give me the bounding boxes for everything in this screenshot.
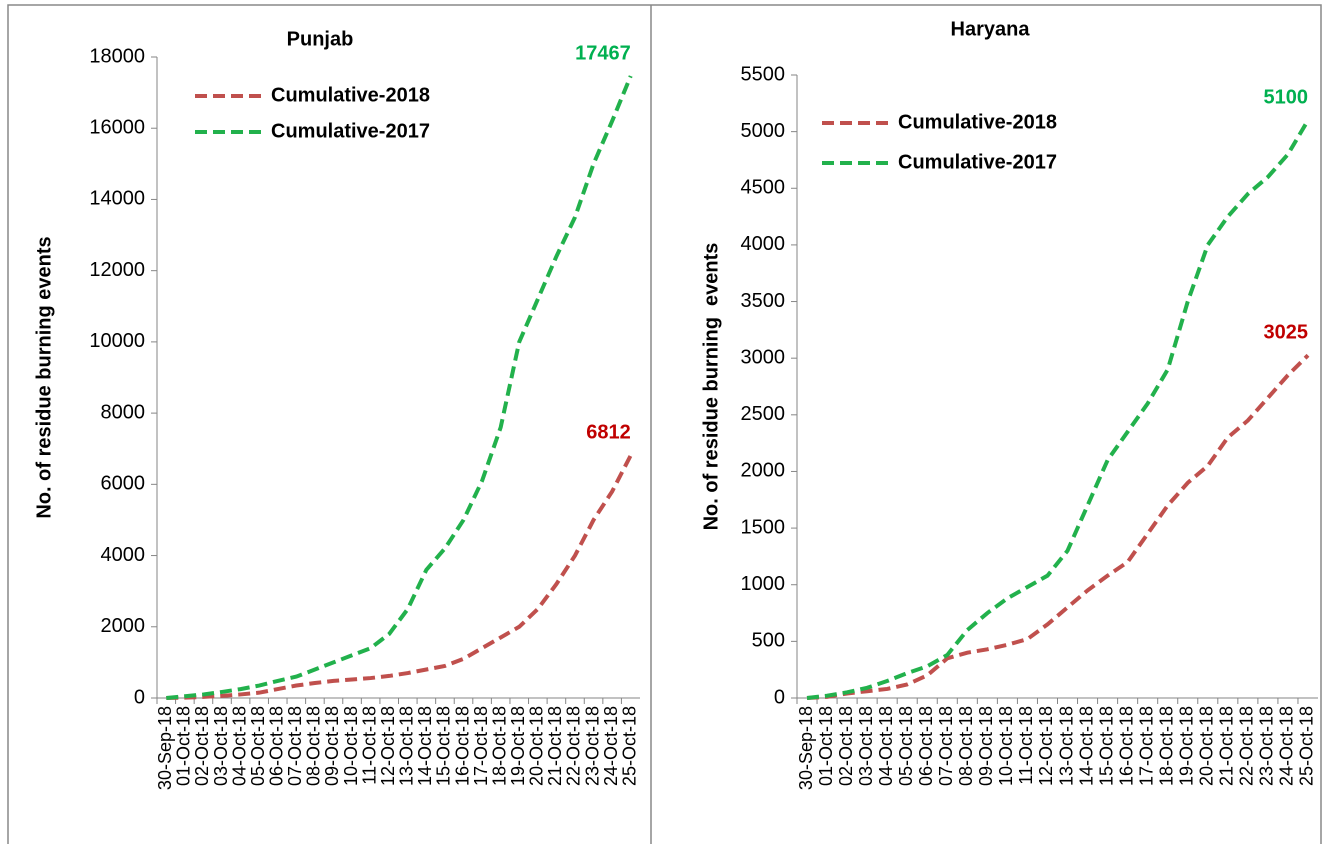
- x-tick-label: 07-Oct-18: [936, 706, 956, 786]
- y-tick-label: 0: [774, 686, 785, 708]
- x-tick-label: 15-Oct-18: [434, 706, 454, 786]
- legend-text: Cumulative-2017: [271, 120, 430, 142]
- end-label: 5100: [1263, 87, 1308, 109]
- x-tick-label: 11-Oct-18: [1016, 706, 1036, 785]
- x-tick-label: 22-Oct-18: [1237, 706, 1257, 786]
- y-tick-label: 1000: [741, 573, 786, 595]
- x-tick-label: 15-Oct-18: [1096, 706, 1116, 786]
- x-tick-label: 11-Oct-18: [359, 706, 379, 785]
- x-tick-label: 05-Oct-18: [248, 706, 268, 786]
- x-tick-label: 09-Oct-18: [976, 706, 996, 786]
- y-tick-label: 16000: [89, 117, 145, 139]
- x-tick-label: 17-Oct-18: [1136, 706, 1156, 786]
- x-tick-label: 14-Oct-18: [415, 706, 435, 786]
- series-line: [166, 454, 633, 700]
- x-tick-label: 24-Oct-18: [1277, 706, 1297, 786]
- legend-text: Cumulative-2018: [898, 111, 1057, 133]
- x-tick-label: 16-Oct-18: [452, 706, 472, 786]
- y-tick-label: 12000: [89, 259, 145, 281]
- x-tick-label: 20-Oct-18: [527, 706, 547, 786]
- x-tick-label: 02-Oct-18: [192, 706, 212, 786]
- x-tick-label: 24-Oct-18: [601, 706, 621, 786]
- x-tick-label: 19-Oct-18: [508, 706, 528, 786]
- series-line: [806, 353, 1310, 700]
- y-tick-label: 3000: [741, 346, 786, 368]
- x-tick-label: 19-Oct-18: [1177, 706, 1197, 786]
- x-tick-label: 23-Oct-18: [582, 706, 602, 786]
- x-tick-label: 06-Oct-18: [267, 706, 287, 786]
- legend-text: Cumulative-2017: [898, 151, 1057, 173]
- end-label: 6812: [586, 422, 631, 444]
- frame: [7, 4, 1322, 844]
- x-tick-label: 23-Oct-18: [1257, 706, 1277, 786]
- y-tick-label: 500: [752, 630, 785, 652]
- x-tick-label: 13-Oct-18: [1056, 706, 1076, 786]
- x-tick-label: 02-Oct-18: [836, 706, 856, 786]
- x-tick-label: 04-Oct-18: [876, 706, 896, 786]
- y-tick-label: 6000: [101, 473, 146, 495]
- y-tick-label: 0: [134, 686, 145, 708]
- series-line: [166, 75, 633, 700]
- x-tick-label: 09-Oct-18: [322, 706, 342, 786]
- y-tick-label: 2000: [101, 615, 146, 637]
- x-tick-label: 04-Oct-18: [229, 706, 249, 786]
- y-tick-label: 14000: [89, 188, 145, 210]
- x-tick-label: 14-Oct-18: [1076, 706, 1096, 786]
- series-line: [806, 119, 1310, 700]
- x-tick-label: 03-Oct-18: [211, 706, 231, 786]
- x-tick-label: 12-Oct-18: [378, 706, 398, 786]
- x-tick-label: 18-Oct-18: [1156, 706, 1176, 786]
- x-tick-label: 30-Sep-18: [796, 706, 816, 790]
- x-tick-label: 07-Oct-18: [285, 706, 305, 786]
- chart-title: Haryana: [951, 18, 1031, 40]
- x-tick-label: 01-Oct-18: [174, 706, 194, 786]
- y-axis-title: No. of residue burning events: [700, 243, 722, 531]
- chart-title: Punjab: [287, 28, 354, 50]
- x-tick-label: 01-Oct-18: [816, 706, 836, 786]
- x-tick-label: 22-Oct-18: [564, 706, 584, 786]
- y-tick-label: 18000: [89, 45, 145, 67]
- x-tick-label: 05-Oct-18: [896, 706, 916, 786]
- y-tick-label: 2000: [741, 460, 786, 482]
- end-label: 17467: [575, 42, 631, 64]
- x-tick-label: 30-Sep-18: [155, 706, 175, 790]
- y-tick-label: 5000: [741, 120, 786, 142]
- x-tick-label: 25-Oct-18: [1297, 706, 1317, 786]
- x-tick-label: 20-Oct-18: [1197, 706, 1217, 786]
- x-tick-label: 10-Oct-18: [341, 706, 361, 786]
- y-tick-label: 2500: [741, 403, 786, 425]
- end-label: 3025: [1263, 322, 1308, 344]
- x-tick-label: 03-Oct-18: [856, 706, 876, 786]
- y-tick-label: 4000: [101, 544, 146, 566]
- y-tick-label: 4500: [741, 177, 786, 199]
- y-tick-label: 1500: [741, 516, 786, 538]
- y-tick-label: 5500: [741, 63, 786, 85]
- x-tick-label: 17-Oct-18: [471, 706, 491, 786]
- x-tick-label: 25-Oct-18: [619, 706, 639, 786]
- x-tick-label: 16-Oct-18: [1116, 706, 1136, 786]
- x-tick-label: 21-Oct-18: [1217, 706, 1237, 786]
- y-tick-label: 3500: [741, 290, 786, 312]
- x-tick-label: 13-Oct-18: [397, 706, 417, 786]
- y-axis-title: No. of residue burning events: [33, 236, 55, 518]
- y-tick-label: 4000: [741, 233, 786, 255]
- y-tick-label: 8000: [101, 401, 146, 423]
- x-tick-label: 12-Oct-18: [1036, 706, 1056, 786]
- x-tick-label: 06-Oct-18: [916, 706, 936, 786]
- x-tick-label: 10-Oct-18: [996, 706, 1016, 786]
- y-tick-label: 10000: [89, 330, 145, 352]
- x-tick-label: 18-Oct-18: [489, 706, 509, 786]
- x-tick-label: 08-Oct-18: [956, 706, 976, 786]
- legend-text: Cumulative-2018: [271, 84, 430, 106]
- x-tick-label: 21-Oct-18: [545, 706, 565, 786]
- x-tick-label: 08-Oct-18: [304, 706, 324, 786]
